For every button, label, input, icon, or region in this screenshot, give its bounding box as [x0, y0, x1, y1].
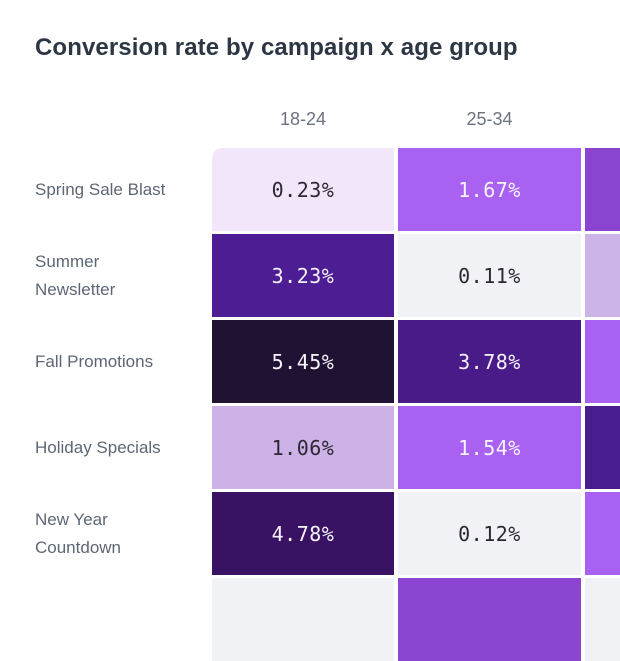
row-label: New Year Countdown — [35, 509, 122, 557]
heatmap-cell: 0.23% — [212, 148, 394, 231]
heatmap-cell: 3.23% — [212, 234, 394, 317]
heatmap-cell — [585, 406, 620, 489]
heatmap-cell: 3.78% — [398, 320, 581, 403]
heatmap-cell: 1.06% — [212, 406, 394, 489]
heatmap-cell — [585, 234, 620, 317]
heatmap-cell — [585, 148, 620, 231]
heatmap-cell — [398, 578, 581, 661]
row-label: Summer Newsletter — [35, 251, 116, 299]
heatmap-grid: Spring Sale Blast 0.23% 1.67% Summer Newslet… — [0, 148, 620, 661]
row-label: Holiday Specials — [35, 437, 161, 457]
heatmap-cell — [212, 578, 394, 661]
heatmap-cell — [585, 492, 620, 575]
chart-title: Conversion rate by campaign x age group — [35, 34, 518, 61]
heatmap-cell: 4.78% — [212, 492, 394, 575]
heatmap-cell: 1.67% — [398, 148, 581, 231]
column-header-18-24: 18-24 — [279, 109, 327, 129]
heatmap-cell — [585, 578, 620, 661]
heatmap-cell: 0.11% — [398, 234, 581, 317]
column-header-25-34: 25-34 — [466, 109, 513, 129]
row-label: Spring Sale Blast — [35, 179, 166, 199]
row-label — [0, 578, 208, 661]
row-label: Fall Promotions — [35, 351, 154, 371]
heatmap-cell: 0.12% — [398, 492, 581, 575]
heatmap-cell: 5.45% — [212, 320, 394, 403]
heatmap-cell: 1.54% — [398, 406, 581, 489]
heatmap-cell — [585, 320, 620, 403]
